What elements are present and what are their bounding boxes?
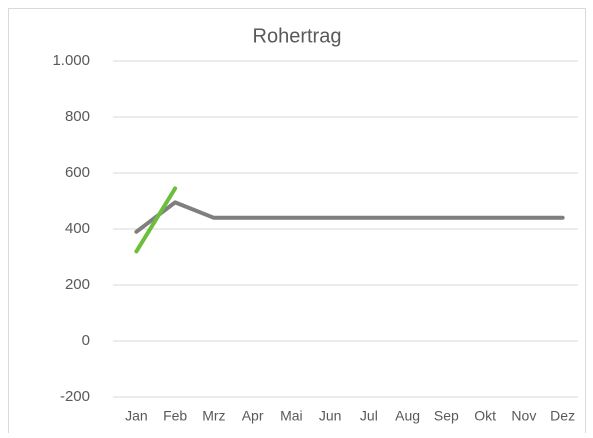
x-tick-label: Apr	[242, 408, 264, 424]
y-tick-label: 800	[65, 108, 90, 125]
y-tick-label: 400	[65, 220, 90, 237]
x-tick-label: Dez	[550, 408, 575, 424]
y-tick-label: 600	[65, 164, 90, 181]
series-line	[134, 186, 178, 254]
x-tick-label: Aug	[395, 408, 420, 424]
x-tick-label: Mai	[280, 408, 303, 424]
y-tick-label: 1.000	[52, 52, 90, 69]
x-tick-label: Okt	[474, 408, 496, 424]
x-tick-label: Feb	[163, 408, 187, 424]
chart-frame	[8, 8, 586, 438]
series-line	[134, 200, 565, 234]
x-tick-label: Nov	[511, 408, 536, 424]
y-tick-label: 200	[65, 276, 90, 293]
y-tick-label: 0	[82, 332, 90, 349]
y-tick-label: -200	[60, 388, 90, 405]
x-tick-label: Sep	[434, 408, 459, 424]
x-tick-label: Mrz	[202, 408, 225, 424]
x-tick-label: Jun	[319, 408, 342, 424]
x-tick-label: Jul	[360, 408, 378, 424]
x-tick-label: Jan	[125, 408, 148, 424]
chart-title: Rohertrag	[253, 25, 342, 47]
